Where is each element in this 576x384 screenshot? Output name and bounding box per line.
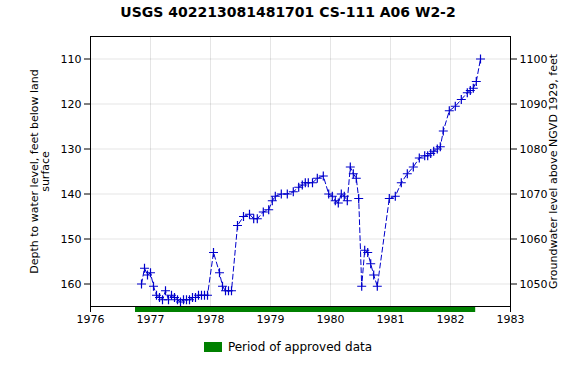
svg-text:1080: 1080 — [520, 143, 548, 156]
svg-text:1981: 1981 — [377, 313, 405, 326]
html-text:Period of approved data: Period of approved data — [227, 340, 373, 354]
svg-text:120: 120 — [61, 98, 82, 111]
svg-text:1050: 1050 — [520, 278, 548, 291]
svg-text:Depth to water level, feet bel: Depth to water level, feet below landsur… — [28, 69, 52, 274]
svg-text:130: 130 — [61, 143, 82, 156]
svg-text:1976: 1976 — [77, 313, 105, 326]
svg-text:110: 110 — [61, 53, 82, 66]
svg-text:1100: 1100 — [520, 53, 548, 66]
svg-text:160: 160 — [61, 278, 82, 291]
svg-text:1090: 1090 — [520, 98, 548, 111]
svg-text:1070: 1070 — [520, 188, 548, 201]
svg-text:1982: 1982 — [437, 313, 465, 326]
svg-text:140: 140 — [61, 188, 82, 201]
svg-text:1980: 1980 — [317, 313, 345, 326]
svg-text:1983: 1983 — [497, 313, 525, 326]
svg-text:150: 150 — [61, 233, 82, 246]
html-text:USGS 402213081481701 CS-111 A0: USGS 402213081481701 CS-111 A06 W2-2 — [120, 4, 456, 20]
svg-text:1977: 1977 — [137, 313, 165, 326]
svg-text:1060: 1060 — [520, 233, 548, 246]
svg-text:1979: 1979 — [257, 313, 285, 326]
svg-text:1978: 1978 — [197, 313, 225, 326]
svg-text:Groundwater level above NGVD 1: Groundwater level above NGVD 1929, feet — [547, 53, 560, 289]
